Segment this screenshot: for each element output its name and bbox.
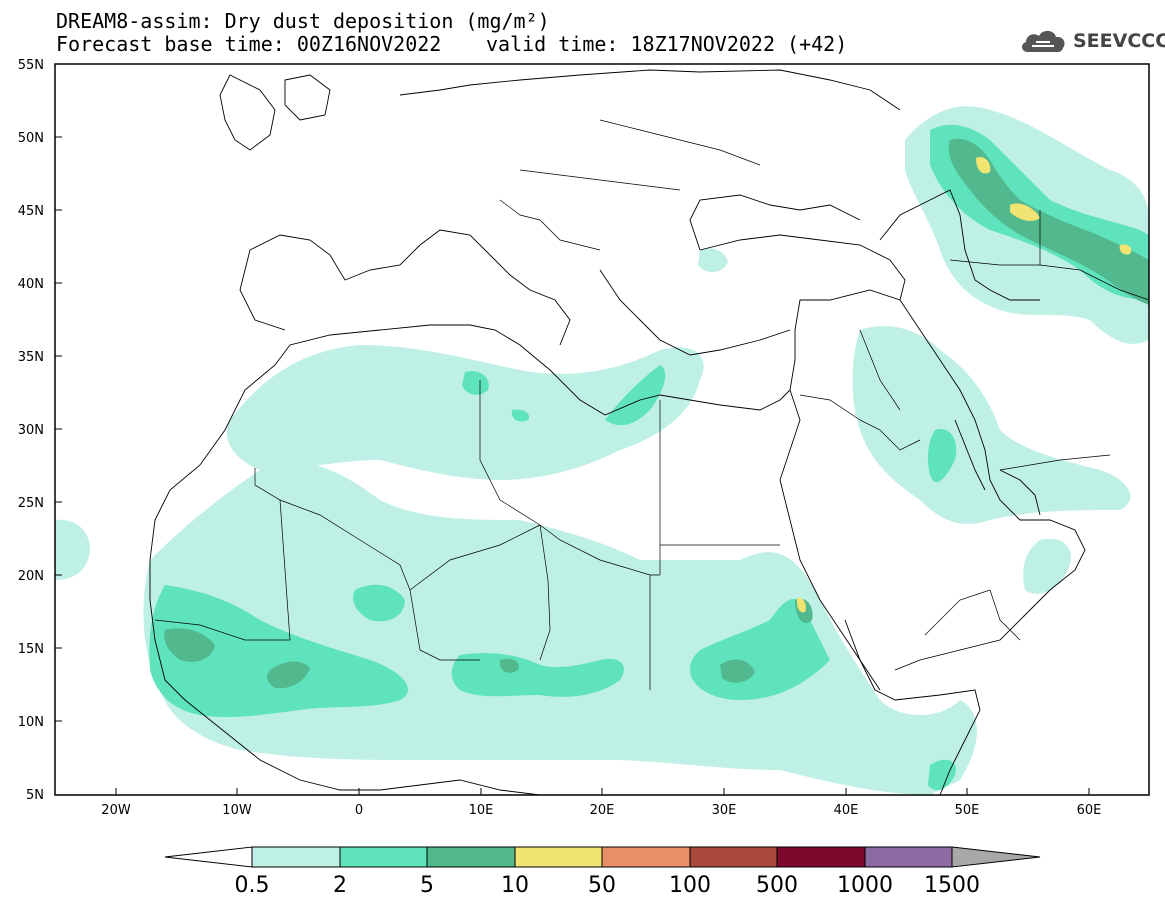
colorbar-label: 2: [333, 873, 347, 898]
colorbar-cell: [864, 846, 953, 868]
colorbar-label: 1500: [924, 873, 980, 898]
country-borders: [154, 119, 1149, 690]
colorbar-label: 50: [588, 873, 616, 898]
map-title: DREAM8-assim: Dry dust deposition (mg/m²…: [56, 9, 550, 33]
lon-tick-label: 30E: [712, 803, 737, 818]
seevccc-logo: [1018, 26, 1158, 58]
lon-tick-label: 20W: [101, 803, 131, 818]
logo-text: SEEVCCC: [1073, 30, 1165, 52]
colorbar-cell: [776, 846, 866, 868]
colorbar-cell: [251, 846, 341, 868]
colorbar-label: 5: [420, 873, 434, 898]
coastlines: [149, 69, 1086, 795]
lat-tick-label: 55N: [18, 58, 44, 73]
colorbar-cell: [601, 846, 691, 868]
dust-contours: [55, 106, 1149, 795]
colorbar-cell: [426, 846, 516, 868]
colorbar: 0.5 2 5 10 50 100 500 1000 1500: [164, 846, 1041, 898]
contour-level-5: [164, 138, 1149, 689]
forecast-base-time: Forecast base time: 00Z16NOV2022: [56, 32, 442, 56]
lat-tick-label: 20N: [18, 569, 44, 584]
lat-tick-label: 15N: [18, 642, 44, 657]
lat-axis: 55N 50N 45N 40N 35N 30N 25N 20N 15N 10N …: [18, 58, 62, 803]
colorbar-label: 10: [501, 873, 529, 898]
colorbar-label: 0.5: [235, 873, 270, 898]
contour-level-0-5: [55, 106, 1149, 795]
lon-tick-label: 40E: [834, 803, 859, 818]
colorbar-label: 100: [669, 873, 711, 898]
valid-time: valid time: 18Z17NOV2022 (+42): [486, 32, 848, 56]
lat-tick-label: 45N: [18, 204, 44, 219]
lat-tick-label: 5N: [26, 788, 44, 803]
lon-tick-label: 10E: [469, 803, 494, 818]
lat-tick-label: 30N: [18, 423, 44, 438]
lon-tick-label: 10W: [222, 803, 252, 818]
lat-tick-label: 25N: [18, 496, 44, 511]
lon-tick-label: 50E: [955, 803, 980, 818]
colorbar-cell-min: [164, 846, 253, 868]
lon-tick-label: 0: [355, 803, 363, 818]
lon-tick-label: 60E: [1077, 803, 1102, 818]
lat-tick-label: 40N: [18, 277, 44, 292]
cloud-icon: [1022, 30, 1065, 52]
contour-level-10: [796, 156, 1132, 613]
colorbar-cell-max: [951, 846, 1041, 868]
colorbar-cell: [689, 846, 778, 868]
lat-tick-label: 10N: [18, 715, 44, 730]
lat-tick-label: 50N: [18, 131, 44, 146]
lon-tick-label: 20E: [590, 803, 615, 818]
lat-tick-label: 35N: [18, 350, 44, 365]
lon-axis: 20W 10W 0 10E 20E 30E 40E 50E 60E: [101, 788, 1101, 818]
colorbar-label: 500: [756, 873, 798, 898]
colorbar-cell: [339, 846, 428, 868]
colorbar-cell: [514, 846, 603, 868]
colorbar-label: 1000: [837, 873, 893, 898]
